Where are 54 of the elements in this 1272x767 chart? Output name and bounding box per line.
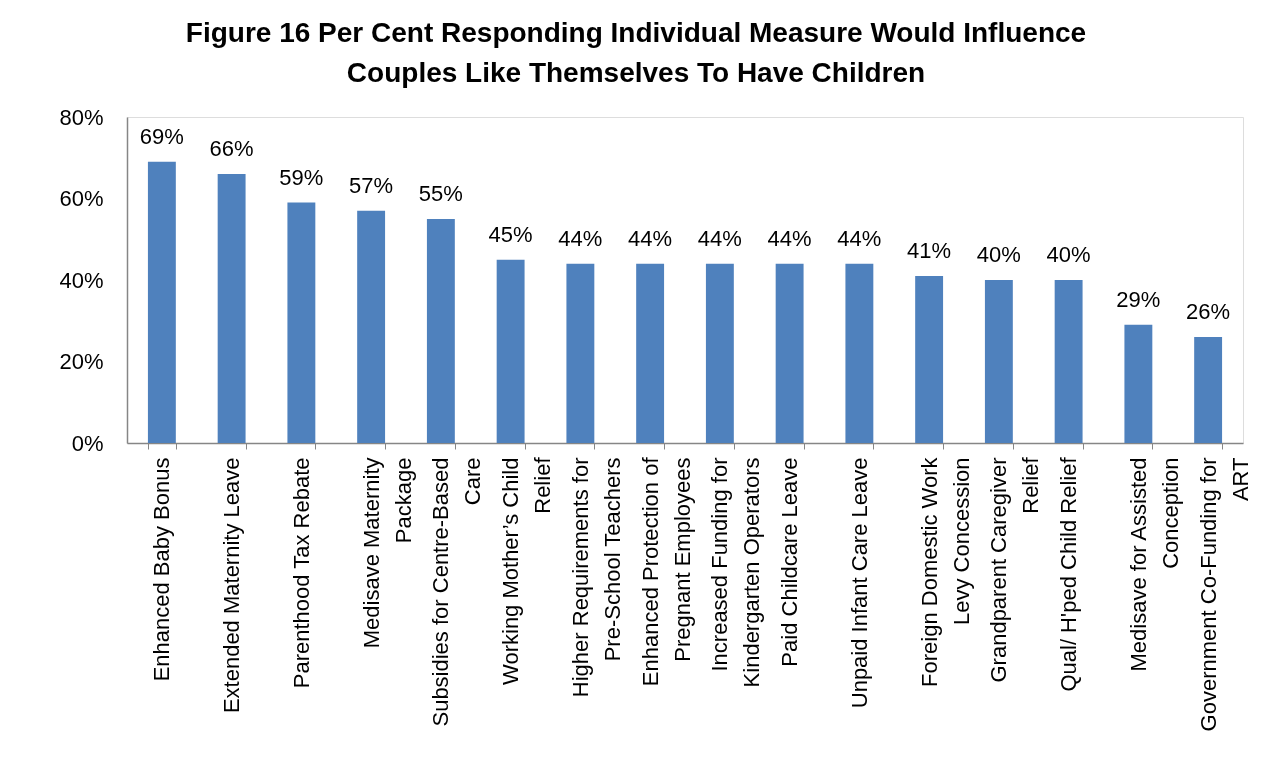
- x-tick-label: Qual/ H'ped Child Relief: [1056, 456, 1082, 692]
- bar: [705, 263, 734, 443]
- data-label: 44%: [767, 225, 812, 251]
- bar: [1054, 280, 1083, 443]
- x-tick-label: Medisave Maternity Package: [358, 457, 416, 649]
- x-tick-label: Medisave for Assisted Conception: [1125, 457, 1183, 672]
- bar: [636, 263, 665, 443]
- y-tick-label: 60%: [59, 186, 104, 211]
- data-label: 44%: [697, 225, 742, 251]
- chart-title: Figure 16 Per Cent Responding Individual Measure Would Influence Couples Like Themselves To Have Children: [185, 17, 1087, 88]
- data-label: 57%: [349, 172, 394, 198]
- data-label: 55%: [418, 180, 463, 206]
- x-tick-label: Enhanced Protection of Pregnant Employees: [637, 456, 695, 687]
- data-label: 44%: [837, 225, 882, 251]
- x-tick-label: Parenthood Tax Rebate: [288, 457, 314, 689]
- data-label: 40%: [976, 242, 1021, 267]
- bar: [845, 263, 874, 443]
- data-label: 69%: [139, 123, 184, 149]
- bar: [775, 263, 804, 443]
- bar: [566, 263, 595, 443]
- bar: [984, 280, 1013, 443]
- bar: [1124, 324, 1153, 443]
- bar: [147, 161, 176, 443]
- y-tick-label: 40%: [59, 267, 104, 293]
- data-label: 41%: [907, 237, 952, 263]
- x-tick-label: Unpaid Infant Care Leave: [846, 457, 872, 709]
- x-tick-label: Grandparent Caregiver Relief: [986, 456, 1044, 683]
- bar: [287, 202, 316, 443]
- data-label: 45%: [488, 221, 533, 247]
- x-tick-label: Foreign Domestic Work Levy Concession: [916, 456, 974, 687]
- x-tick-label: Working Mother’s Child Relief: [498, 456, 556, 685]
- data-label: 40%: [1046, 242, 1091, 267]
- data-label: 59%: [279, 164, 324, 190]
- x-tick-label: Subsidies for Centre-Based Care: [428, 457, 486, 727]
- x-tick-label: Government Co-Funding for ART: [1195, 457, 1253, 732]
- x-tick-label: Enhanced Baby Bonus: [149, 457, 175, 682]
- bar: [426, 218, 455, 443]
- y-tick-label: 80%: [59, 104, 104, 130]
- bar: [1194, 337, 1223, 443]
- data-label: 26%: [1186, 299, 1231, 325]
- x-tick-label: Higher Requirements for Pre-School Teachers: [567, 457, 625, 698]
- x-tick-label: Paid Childcare Leave: [777, 457, 803, 667]
- data-label: 44%: [558, 225, 603, 251]
- y-tick-label: 0%: [71, 430, 104, 456]
- x-tick-label: Increased Funding for Kindergarten Operators: [707, 457, 765, 688]
- bar: [357, 210, 386, 443]
- x-tick-label: Extended Maternity Leave: [219, 457, 245, 714]
- bar: [217, 174, 246, 443]
- data-label: 29%: [1116, 286, 1161, 312]
- y-tick-label: 20%: [59, 349, 104, 374]
- data-label: 66%: [209, 136, 254, 162]
- data-label: 44%: [628, 225, 673, 251]
- bar: [915, 275, 944, 443]
- bar: [496, 259, 525, 443]
